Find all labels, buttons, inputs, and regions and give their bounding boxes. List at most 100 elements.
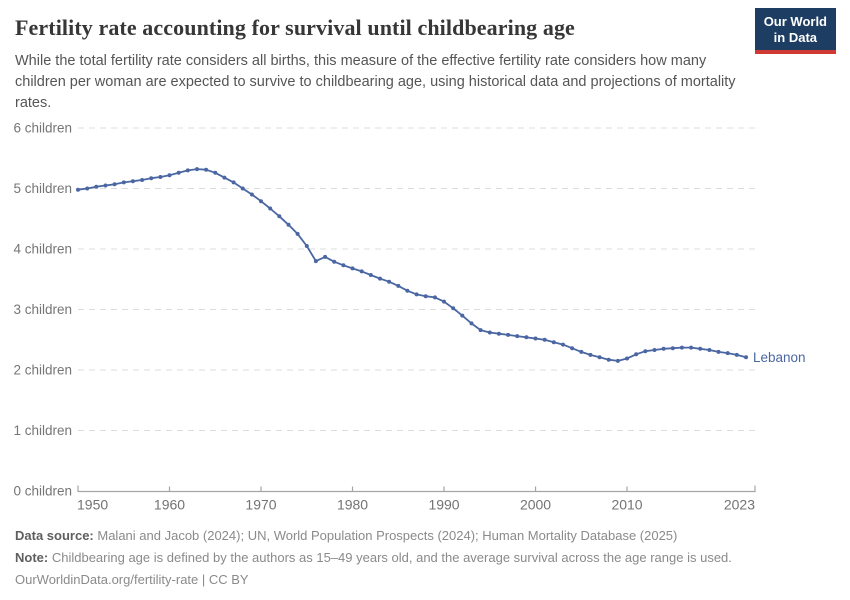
data-point [176, 170, 181, 175]
data-point [204, 167, 209, 172]
data-point [167, 173, 172, 178]
page-title: Fertility rate accounting for survival u… [15, 15, 575, 40]
data-point [643, 349, 648, 354]
chart-footer: Data source: Malani and Jacob (2024); UN… [15, 528, 835, 594]
x-tick-label: 1980 [337, 497, 368, 513]
data-point [313, 259, 318, 264]
data-point [231, 180, 236, 185]
data-point [716, 349, 721, 354]
data-point [195, 167, 199, 172]
data-point [524, 335, 529, 340]
data-point [506, 332, 511, 337]
owid-logo-line2: in Data [773, 30, 818, 45]
x-tick-label: 2023 [724, 497, 755, 513]
data-source-text: Malani and Jacob (2024); UN, World Popul… [97, 528, 678, 543]
data-point [222, 175, 227, 180]
x-tick-label: 1970 [245, 497, 276, 513]
data-point [332, 259, 337, 264]
data-point [698, 346, 703, 351]
data-point [744, 355, 748, 360]
data-point [725, 351, 730, 356]
data-point [442, 299, 446, 304]
data-point [670, 346, 675, 351]
y-tick-label: 1 children [13, 423, 72, 438]
data-point [533, 336, 538, 341]
note-text: Childbearing age is defined by the autho… [51, 550, 732, 565]
data-point [387, 279, 392, 284]
data-point [259, 199, 263, 204]
data-point [579, 349, 584, 354]
data-point [615, 358, 620, 363]
y-tick-label: 3 children [13, 302, 72, 317]
license-line[interactable]: OurWorldinData.org/fertility-rate | CC B… [15, 572, 249, 587]
data-point [734, 352, 739, 357]
data-point [103, 183, 108, 188]
data-point [542, 337, 547, 342]
data-point [570, 346, 575, 351]
data-point [515, 334, 520, 339]
x-tick-label: 1960 [154, 497, 185, 513]
data-point [286, 222, 291, 227]
data-point [432, 295, 437, 300]
data-point [268, 206, 273, 211]
data-point [478, 328, 483, 333]
data-point [368, 273, 373, 277]
y-tick-label: 2 children [13, 363, 72, 378]
data-source-label: Data source: [15, 528, 94, 543]
data-point [496, 331, 501, 336]
note-line: Note: Childbearing age is defined by the… [15, 550, 835, 566]
data-point [451, 306, 456, 311]
data-point [689, 345, 694, 350]
y-tick-label: 0 children [13, 484, 72, 499]
data-point [341, 263, 346, 268]
data-point [679, 345, 684, 350]
data-point [588, 352, 593, 357]
data-point [359, 269, 364, 274]
data-point [121, 180, 126, 185]
x-tick-label: 1990 [428, 497, 459, 513]
owid-logo: Our World in Data [754, 8, 836, 54]
data-point [469, 321, 474, 326]
data-point [707, 348, 712, 352]
lebanon-trend-line [77, 168, 747, 362]
chart-subtitle: While the total fertility rate considers… [15, 53, 736, 111]
data-point [652, 348, 657, 352]
data-point [94, 184, 99, 189]
x-axis [77, 485, 756, 493]
data-point [561, 342, 565, 347]
data-point [112, 182, 117, 187]
data-source-line: Data source: Malani and Jacob (2024); UN… [15, 528, 835, 544]
data-point [140, 178, 145, 182]
data-point [76, 187, 80, 192]
data-point [551, 340, 556, 345]
data-point [634, 352, 639, 357]
data-points [76, 167, 748, 363]
data-point [606, 357, 611, 362]
data-point [423, 294, 428, 299]
data-point [414, 292, 419, 297]
data-point [130, 179, 135, 184]
data-point [323, 254, 328, 259]
data-point [295, 231, 300, 236]
data-point [158, 175, 163, 179]
data-point [396, 283, 401, 288]
data-point [213, 170, 218, 175]
data-point [487, 330, 492, 335]
data-point [350, 266, 355, 271]
x-tick-label: 2000 [520, 497, 551, 513]
note-label: Note: [15, 550, 49, 565]
data-point [249, 192, 254, 197]
data-point [460, 313, 465, 318]
data-point [405, 288, 410, 293]
data-point [85, 186, 90, 191]
y-tick-label: 4 children [13, 242, 72, 257]
data-point [304, 244, 309, 248]
data-point [625, 356, 629, 361]
y-tick-label: 5 children [13, 181, 72, 196]
x-tick-label: 1950 [77, 497, 108, 513]
x-tick-label: 2010 [611, 497, 642, 513]
series-label-lebanon[interactable]: Lebanon [753, 350, 806, 365]
data-point [597, 355, 602, 360]
y-tick-label: 6 children [13, 121, 72, 136]
